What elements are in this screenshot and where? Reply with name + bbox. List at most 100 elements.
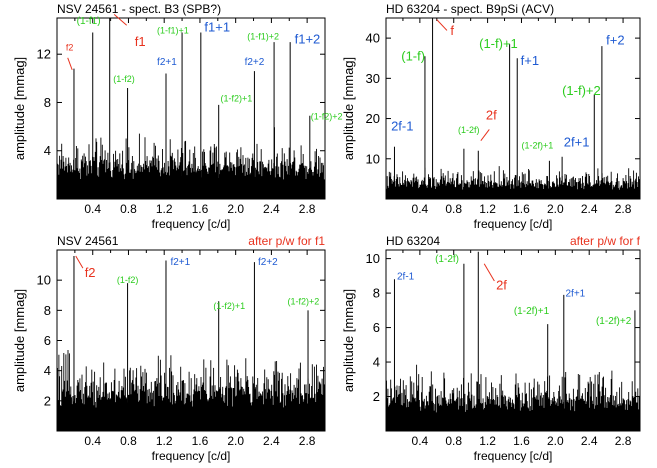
x-tick-label: 2.4 xyxy=(263,202,280,216)
y-tick-label: 8 xyxy=(373,286,380,301)
x-tick-label: 0.8 xyxy=(120,202,137,216)
peak-annotation: (1-f2)+2 xyxy=(287,296,319,306)
panel-top-left: 0.4 0.8 1.2 1.6 2.0 2.4 2.8 4 8 12 frequency [c/d]… xyxy=(12,2,342,231)
peak-annotation: (1-f1) xyxy=(77,16,101,27)
x-tick-label: 1.2 xyxy=(156,202,173,216)
panel-bottom-left: 0.4 0.8 1.2 1.6 2.0 2.4 2.8 2 4 6 8 10 frequency [c/… xyxy=(12,234,326,463)
y-tick-label: 4 xyxy=(373,355,380,370)
y-axis-label: amplitude [mmag] xyxy=(341,57,356,160)
peak-annotation: f1 xyxy=(135,34,146,49)
y-tick-label: 8 xyxy=(44,95,51,110)
peak-annotation: (1-2f)+1 xyxy=(514,306,550,317)
y-tick-label: 2 xyxy=(373,389,380,404)
y-tick-label: 2 xyxy=(44,393,51,408)
x-tick-label: 2.0 xyxy=(227,434,244,448)
peak-annotation: 2f+1 xyxy=(565,289,585,300)
peak-annotation: f+1 xyxy=(521,53,539,68)
x-axis-label: frequency [c/d] xyxy=(152,449,231,463)
x-tick-label: 2.8 xyxy=(615,202,632,216)
y-tick-label: 10 xyxy=(366,251,380,266)
peak-annotation: f2+2 xyxy=(258,257,278,268)
peak-annotation: (1-2f)+1 xyxy=(521,141,553,151)
x-tick-label: 1.2 xyxy=(156,434,173,448)
x-tick-label: 1.2 xyxy=(479,434,496,448)
x-tick-label: 2.4 xyxy=(581,434,598,448)
y-tick-label: 30 xyxy=(366,71,380,86)
y-tick-label: 6 xyxy=(44,333,51,348)
x-tick-label: 2.0 xyxy=(227,202,244,216)
annotation-leader xyxy=(113,14,128,26)
y-tick-label: 4 xyxy=(44,143,51,158)
peak-annotation: (1-f2)+1 xyxy=(213,301,245,311)
peak-annotation: (1-f) xyxy=(401,49,425,64)
panel-top-right: 0.4 0.8 1.2 1.6 2.0 2.4 2.8 10 20 30 40 frequency [… xyxy=(341,2,641,231)
plot-frame xyxy=(385,17,641,200)
y-tick-label: 8 xyxy=(44,303,51,318)
x-tick-label: 2.8 xyxy=(299,434,316,448)
x-axis-label: frequency [c/d] xyxy=(152,217,231,231)
y-axis-label: amplitude [mmag] xyxy=(12,57,27,160)
panel-note: after p/w for f1 xyxy=(248,234,325,248)
peak-annotation: (1-f2) xyxy=(113,74,135,84)
x-tick-label: 0.8 xyxy=(445,434,462,448)
noise-floor xyxy=(57,349,325,431)
peak-annotation: 2f+1 xyxy=(564,135,590,150)
peak-annotation: f1+1 xyxy=(204,19,230,34)
peak-annotation: 2f xyxy=(496,278,507,293)
x-tick-label: 1.2 xyxy=(479,202,496,216)
x-tick-label: 0.8 xyxy=(445,202,462,216)
peak-annotation: (1-f2)+2 xyxy=(311,111,343,121)
x-tick-label: 0.4 xyxy=(84,202,101,216)
x-tick-label: 2.0 xyxy=(547,434,564,448)
peak-annotation: f1+2 xyxy=(295,31,321,46)
y-tick-label: 20 xyxy=(366,111,380,126)
peak-annotation: f2+1 xyxy=(170,257,190,268)
panel-bottom-right: 0.4 0.8 1.2 1.6 2.0 2.4 2.8 2 4 6 8 10 frequency [c/… xyxy=(341,234,641,463)
noise-floor xyxy=(57,127,325,199)
peak-annotation: (1-f)+1 xyxy=(479,36,518,51)
peak-annotation: (1-2f) xyxy=(435,254,459,265)
peak-annotation: 2f xyxy=(486,107,497,122)
y-tick-label: 40 xyxy=(366,31,380,46)
y-tick-label: 10 xyxy=(366,151,380,166)
peak-annotation: f2 xyxy=(66,43,74,53)
panel-title: HD 63204 xyxy=(386,234,440,248)
plot-frame xyxy=(385,249,641,432)
x-tick-label: 0.4 xyxy=(412,434,429,448)
peak-annotation: (1-f1)+2 xyxy=(247,32,279,42)
panel-note: after p/w for f xyxy=(570,234,641,248)
x-tick-label: 2.0 xyxy=(547,202,564,216)
x-tick-label: 2.8 xyxy=(615,434,632,448)
panel-title: NSV 24561 - spect. B3 (SPB?) xyxy=(57,2,221,16)
x-tick-label: 1.6 xyxy=(192,202,209,216)
peak-annotation: 2f-1 xyxy=(397,271,415,282)
panel-title: NSV 24561 xyxy=(57,234,119,248)
annotation-leader xyxy=(75,255,84,269)
annotation-leader xyxy=(436,19,448,31)
x-tick-label: 2.8 xyxy=(299,202,316,216)
x-tick-label: 2.4 xyxy=(263,434,280,448)
y-tick-label: 10 xyxy=(37,273,51,288)
x-axis-label: frequency [c/d] xyxy=(474,449,553,463)
noise-floor xyxy=(386,166,640,199)
peak-annotation: f2 xyxy=(85,265,96,280)
x-tick-label: 2.4 xyxy=(581,202,598,216)
y-axis-label: amplitude [mmag] xyxy=(12,289,27,392)
x-tick-label: 1.6 xyxy=(513,434,530,448)
x-axis-label: frequency [c/d] xyxy=(474,217,553,231)
peak-annotation: (1-f1)+1 xyxy=(157,26,189,36)
peak-annotation: f2+1 xyxy=(157,57,177,68)
y-axis-label: amplitude [mmag] xyxy=(341,289,356,392)
peak-annotation: f2+2 xyxy=(245,57,265,68)
annotation-leader xyxy=(67,57,73,71)
x-tick-label: 0.8 xyxy=(120,434,137,448)
peak-annotation: f+2 xyxy=(606,33,624,48)
peak-annotation: (1-f2) xyxy=(117,275,139,285)
peak-annotation: 2f-1 xyxy=(391,119,413,134)
y-tick-label: 4 xyxy=(44,363,51,378)
peak-annotation: (1-f2)+1 xyxy=(220,93,252,103)
peak-annotation: (1-2f)+2 xyxy=(596,316,632,327)
peak-annotation: f xyxy=(450,23,454,38)
annotation-leader xyxy=(483,263,495,282)
